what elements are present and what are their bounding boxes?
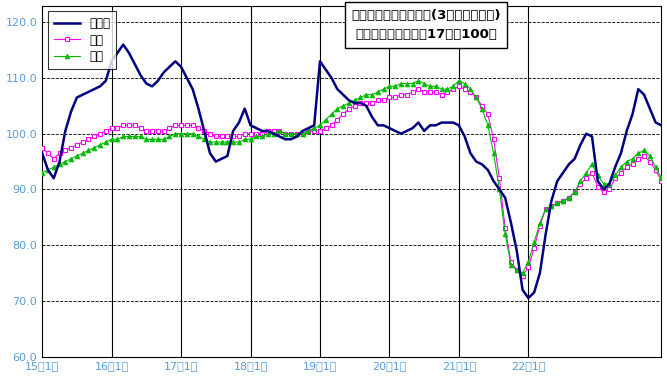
鳥取県	[658, 123, 666, 127]
鳥取県	[119, 42, 127, 47]
中国	[137, 126, 145, 130]
中国	[658, 179, 666, 183]
全国	[594, 173, 602, 178]
Line: 鳥取県: 鳥取県	[42, 44, 662, 298]
全国	[542, 207, 550, 211]
全国	[102, 140, 110, 144]
鳥取県	[594, 179, 602, 183]
中国	[327, 123, 336, 127]
Text: 鉱工業生産指数の推移(3ヶ月移動平均)
（季節調整済、平成17年＝100）: 鉱工業生産指数の推移(3ヶ月移動平均) （季節調整済、平成17年＝100）	[352, 9, 501, 41]
中国	[38, 146, 46, 150]
鳥取県	[582, 132, 590, 136]
中国	[542, 207, 550, 211]
鳥取県	[142, 81, 150, 86]
中国	[582, 176, 590, 181]
鳥取県	[542, 232, 550, 236]
中国	[594, 184, 602, 189]
全国	[137, 134, 145, 139]
全国	[327, 112, 336, 116]
Line: 中国: 中国	[40, 84, 664, 278]
全国	[38, 170, 46, 175]
全国	[658, 176, 666, 181]
全国	[518, 271, 526, 275]
鳥取県	[38, 151, 46, 155]
鳥取県	[334, 87, 342, 91]
全国	[582, 170, 590, 175]
鳥取県	[524, 296, 532, 300]
中国	[518, 274, 526, 278]
中国	[102, 129, 110, 133]
全国	[414, 78, 422, 83]
Line: 全国: 全国	[40, 78, 664, 276]
Legend: 鳥取県, 中国, 全国: 鳥取県, 中国, 全国	[48, 11, 116, 69]
鳥取県	[102, 78, 110, 83]
中国	[455, 84, 463, 89]
